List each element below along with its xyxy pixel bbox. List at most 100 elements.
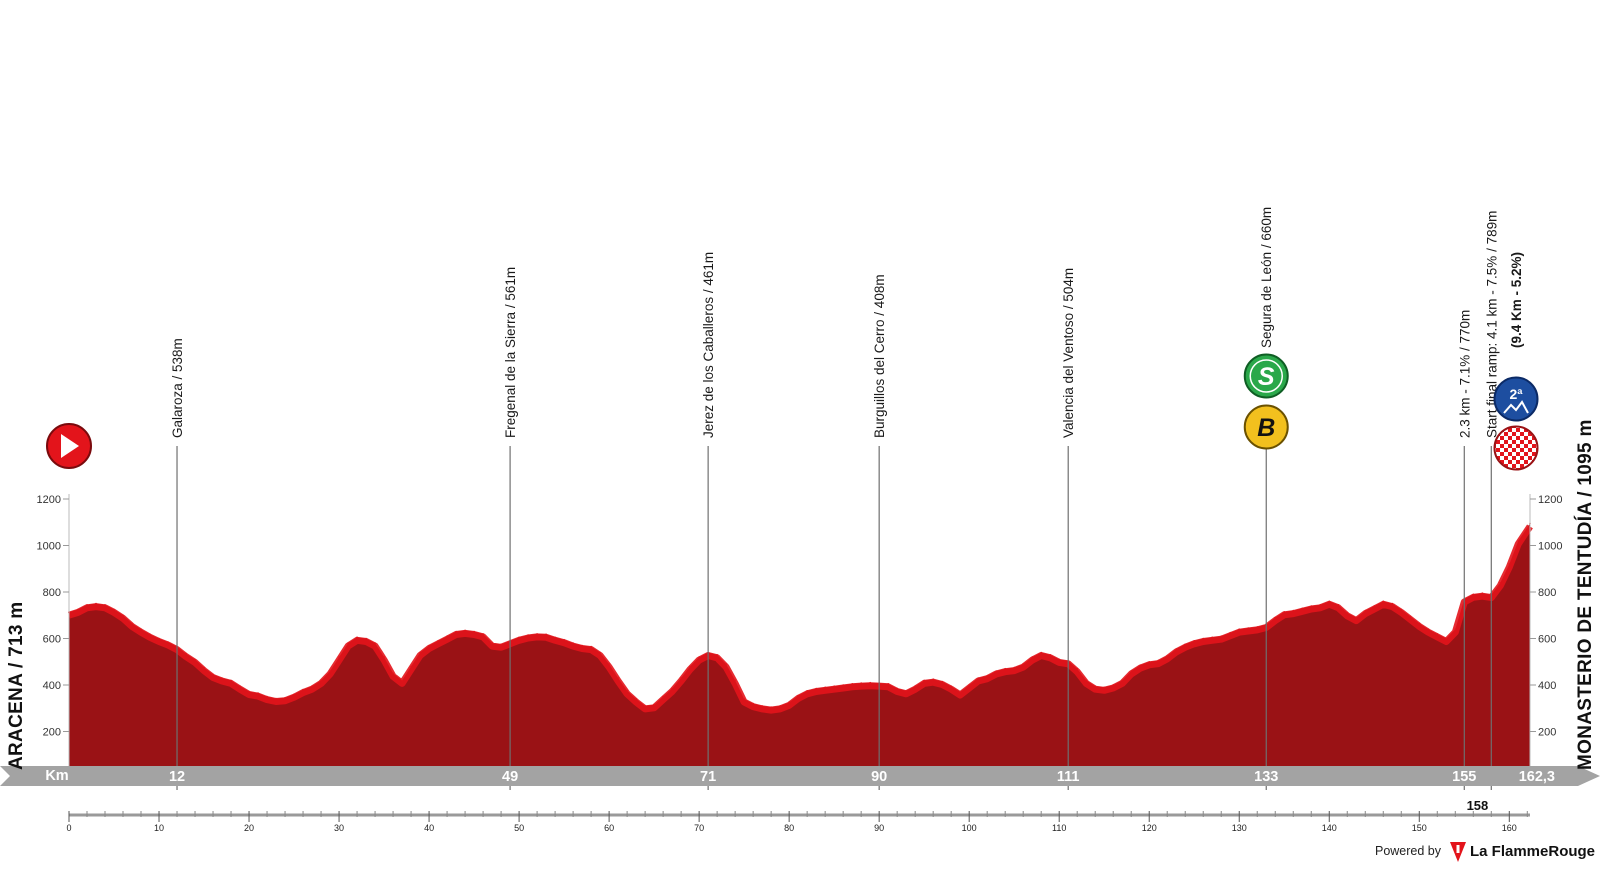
waypoint-label: Fregenal de la Sierra / 561m [503, 267, 518, 438]
data-point [338, 656, 340, 658]
data-point [1346, 612, 1349, 614]
data-point [518, 636, 520, 639]
data-point [923, 679, 925, 682]
brand-name: La FlammeRouge [1470, 843, 1595, 860]
data-point [365, 637, 367, 640]
data-point [1382, 600, 1385, 603]
data-point [347, 642, 349, 644]
data-point [851, 683, 853, 685]
data-point [1409, 615, 1412, 618]
km-tick-label: 80 [784, 823, 794, 833]
finish-km-label: 162,3 [1519, 769, 1555, 785]
data-point [842, 684, 844, 686]
data-point [149, 633, 151, 636]
powered-by-label: Powered by [1375, 844, 1442, 858]
data-point [1328, 600, 1331, 603]
data-point [1283, 611, 1285, 613]
data-point [608, 663, 610, 665]
waypoint-markers: Galaroza / 538m Fregenal de la Sierra / 5… [170, 207, 1539, 790]
ytick-label-right: 200 [1538, 727, 1556, 739]
data-point [653, 704, 655, 706]
data-point [1013, 666, 1015, 669]
climb-category-label: 2ª [1510, 386, 1524, 402]
km-tick-label: 150 [1412, 823, 1427, 833]
data-point [1175, 648, 1177, 650]
data-point [1310, 605, 1313, 607]
data-point [689, 665, 691, 668]
data-point [716, 654, 718, 656]
data-point [275, 697, 277, 700]
start-icon [46, 423, 92, 469]
data-point [293, 693, 295, 696]
ytick-label-right: 400 [1538, 680, 1556, 692]
waypoint-label: Segura de León / 660m [1259, 207, 1274, 348]
data-point [329, 670, 331, 672]
data-point [185, 652, 187, 655]
km-tick-label: 90 [874, 823, 884, 833]
data-point [680, 677, 682, 679]
data-point [1355, 616, 1358, 619]
data-point [212, 673, 214, 676]
data-point [770, 706, 772, 708]
km-tick-label: 160 [1502, 823, 1517, 833]
data-point [131, 622, 133, 625]
waypoint-label: Burguillos del Cerro / 408m [872, 274, 887, 438]
data-point [1193, 640, 1195, 642]
bonus-badge-circle [1243, 404, 1289, 450]
waypoint-km-label: 90 [871, 769, 887, 785]
data-point [824, 686, 826, 689]
data-point [1157, 659, 1159, 662]
km-axis: 0 10 20 30 40 50 60 70 80 90 100 110 120 130 140 150 160 [66, 811, 1530, 833]
data-point [1517, 540, 1520, 542]
data-point [266, 695, 268, 698]
data-point [374, 642, 376, 644]
waypoint-km-label: 155 [1452, 769, 1476, 785]
data-point [581, 644, 583, 647]
sprint-badge-circle [1243, 353, 1289, 399]
data-point [590, 645, 592, 648]
waypoint-label: Valencia del Ventoso / 504m [1061, 268, 1076, 438]
data-point [536, 633, 538, 635]
elevation-edge [67, 524, 1533, 714]
data-point [545, 633, 547, 636]
data-point [860, 682, 862, 684]
data-point [491, 642, 493, 644]
km-band: Km 12 49 71 90 111 133 155 158 162,3 [0, 766, 1600, 813]
data-point [248, 690, 250, 693]
data-point [320, 679, 322, 682]
waypoint-km-label: 158 [1467, 798, 1489, 813]
data-point [1130, 670, 1132, 672]
data-point [599, 651, 601, 654]
data-point [995, 670, 997, 672]
data-point [1274, 616, 1276, 619]
data-point [455, 630, 457, 633]
km-tick-label: 40 [424, 823, 434, 833]
data-point [1031, 656, 1033, 658]
play-glyph [61, 434, 79, 458]
km-band-title: Km [45, 768, 68, 784]
data-point [572, 642, 574, 644]
data-point [1373, 605, 1376, 607]
data-point [77, 608, 79, 611]
flame-logo-bar [1456, 845, 1460, 853]
footer: Powered by La FlammeRouge [1375, 842, 1595, 862]
data-point [113, 608, 115, 611]
data-point [104, 604, 106, 606]
data-point [1445, 637, 1448, 640]
data-point [1121, 679, 1123, 682]
finish-flag-icon [1493, 425, 1539, 471]
ytick-label-left: 800 [43, 587, 61, 599]
km-tick-label: 50 [514, 823, 524, 833]
km-tick-label: 140 [1322, 823, 1337, 833]
mountain-glyph [1503, 400, 1529, 414]
km-tick-label: 60 [604, 823, 614, 833]
sprint-icon: S [1243, 353, 1289, 399]
ytick-label-left: 1000 [37, 541, 61, 553]
data-point [1103, 686, 1105, 689]
start-name: ARACENA / 713 m [6, 601, 27, 770]
ytick-label-left: 1200 [37, 494, 61, 506]
data-point [779, 705, 781, 707]
data-point [311, 685, 313, 687]
ytick-label-left: 400 [43, 680, 61, 692]
data-point [1481, 592, 1484, 594]
